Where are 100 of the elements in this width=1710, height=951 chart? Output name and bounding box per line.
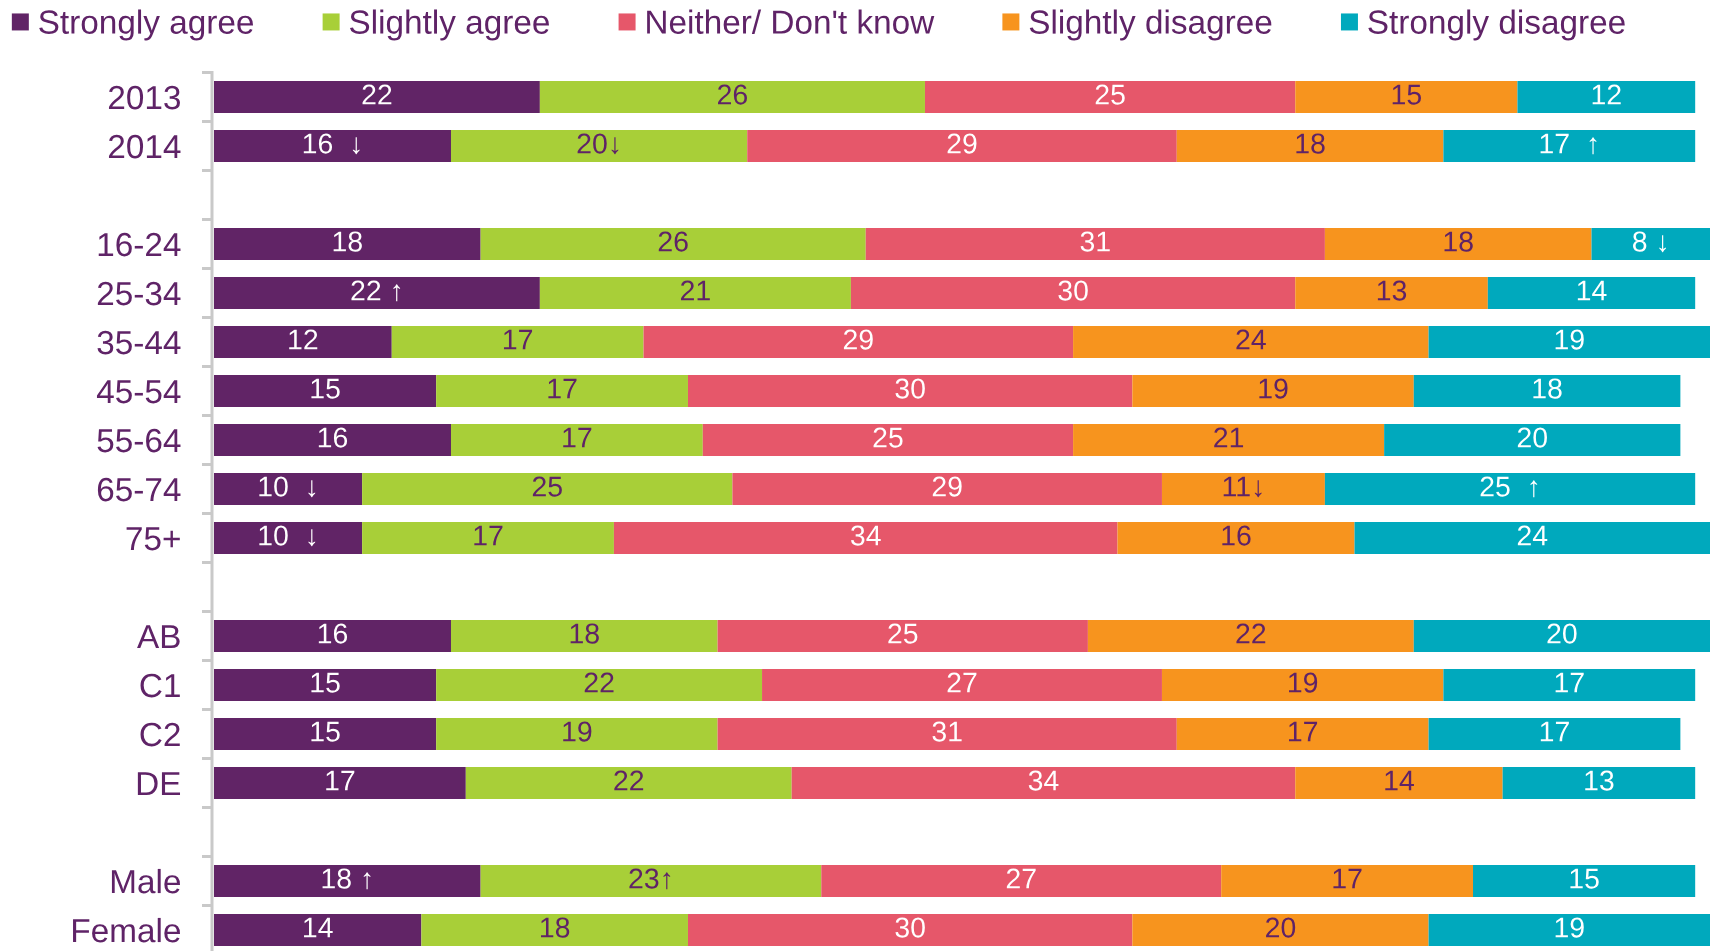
data-label: 14 — [1577, 280, 1607, 301]
data-label: 17 — [474, 525, 503, 546]
legend-label: Strongly agree — [39, 9, 253, 41]
bar — [1517, 81, 1696, 113]
bar — [1324, 228, 1592, 260]
y-tick-label: C1 — [140, 673, 180, 698]
data-label: 17 — [1540, 721, 1569, 742]
data-label: 13 — [1377, 280, 1407, 301]
data-label: 20↓ — [577, 133, 619, 155]
bar — [1295, 81, 1518, 113]
data-label: 22 — [362, 84, 392, 105]
data-label: 21 — [1214, 427, 1244, 448]
data-label: 25 — [1095, 84, 1125, 105]
data-label: 19 — [563, 721, 592, 742]
bar — [214, 669, 437, 701]
data-label: 17 — [326, 770, 355, 791]
bar — [1295, 277, 1488, 309]
data-label: 15 — [311, 378, 340, 399]
bar — [1428, 326, 1710, 358]
data-label: 30 — [1058, 280, 1088, 301]
bar — [214, 914, 422, 946]
data-label: 25 — [888, 623, 918, 644]
bar — [450, 424, 703, 456]
data-label: 17 — [1289, 721, 1318, 742]
data-label: 13 — [1585, 770, 1614, 791]
data-label: 30 — [895, 378, 925, 399]
data-label: 18 — [1444, 231, 1473, 252]
data-label: 22 — [614, 770, 644, 791]
data-label: 14 — [304, 917, 333, 938]
data-label: 31 — [932, 721, 962, 742]
bar — [821, 865, 1222, 897]
data-label: 11↓ — [1223, 476, 1262, 498]
data-label: 10 ↓ — [259, 476, 316, 498]
bar — [214, 620, 451, 652]
bar — [214, 277, 540, 309]
bar — [539, 81, 925, 113]
data-label: 19 — [1259, 378, 1288, 399]
data-label: 20 — [1266, 917, 1296, 938]
bar — [1591, 228, 1710, 260]
bar — [1413, 620, 1710, 652]
data-label: 30 — [895, 917, 925, 938]
bar — [1428, 718, 1681, 750]
data-label: 19 — [1289, 672, 1318, 693]
data-label: 16 — [318, 623, 348, 644]
bar — [362, 522, 614, 554]
bar — [1132, 375, 1414, 407]
data-label: 17 — [1333, 868, 1362, 889]
data-label: 26 — [718, 84, 747, 105]
bar — [702, 424, 1074, 456]
data-label: 16 — [1222, 525, 1251, 546]
data-label: 22 — [1236, 623, 1266, 644]
bar — [1161, 669, 1444, 701]
data-label: 21 — [680, 280, 710, 301]
data-label: 29 — [932, 476, 962, 497]
y-tick-label: 65-74 — [97, 477, 181, 502]
data-label: 18 — [541, 917, 570, 938]
data-label: 29 — [947, 133, 977, 154]
bar — [214, 326, 392, 358]
bar — [924, 81, 1296, 113]
bar — [480, 228, 866, 260]
bar — [1073, 326, 1429, 358]
bar — [391, 326, 644, 358]
bar — [717, 620, 1088, 652]
bar — [214, 228, 481, 260]
data-label: 22 ↑ — [351, 280, 401, 302]
bar — [1295, 767, 1503, 799]
data-label: 18 — [570, 623, 599, 644]
bar — [362, 473, 733, 505]
bar — [1132, 914, 1429, 946]
data-label: 17 ↑ — [1540, 133, 1597, 155]
data-label: 16 ↓ — [303, 133, 360, 155]
y-tick-label: DE — [137, 772, 181, 796]
bar — [421, 914, 688, 946]
legend-label: Slightly agree — [349, 9, 549, 41]
bar — [687, 914, 1133, 946]
data-label: 17 — [503, 329, 533, 350]
bar — [1087, 620, 1414, 652]
bar — [1176, 130, 1444, 162]
bar — [214, 767, 466, 799]
data-label: 15 — [1570, 868, 1599, 889]
bar — [214, 81, 540, 113]
bar — [214, 375, 437, 407]
bar — [1487, 277, 1696, 309]
y-tick-label: 35-44 — [97, 330, 181, 355]
data-label: 15 — [311, 721, 340, 742]
bar — [865, 228, 1325, 260]
data-label: 25 — [873, 427, 903, 448]
bar — [1161, 473, 1325, 505]
y-tick-label: AB — [137, 625, 180, 649]
data-label: 31 — [1080, 231, 1110, 252]
y-tick-label: 25-34 — [97, 281, 181, 306]
bar — [1473, 865, 1696, 897]
bar — [480, 865, 822, 897]
bar — [214, 473, 363, 505]
y-tick-label: 16-24 — [98, 232, 181, 257]
bar — [687, 375, 1133, 407]
bar — [732, 473, 1162, 505]
y-tick-label: Female — [73, 917, 180, 943]
bar — [791, 767, 1296, 799]
y-tick-label: 75+ — [126, 527, 180, 551]
